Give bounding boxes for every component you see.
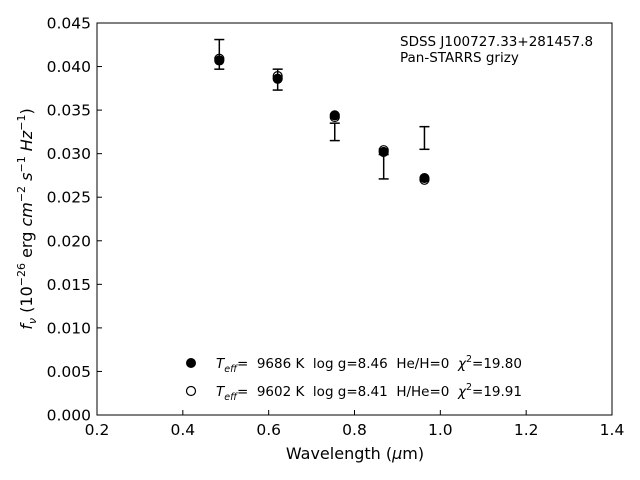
legend-marker-filled <box>186 358 196 368</box>
y-tick-label: 0.030 <box>47 145 91 163</box>
legend-label-2: Teff= 9602 K log g=8.41 H/He=0 χ2=19.91 <box>216 382 522 403</box>
model-point-open <box>214 53 225 64</box>
y-tick-label: 0.040 <box>47 58 91 76</box>
x-tick-label: 1.4 <box>600 421 625 439</box>
legend-label-1: Teff= 9686 K log g=8.46 He/H=0 χ2=19.80 <box>216 354 522 375</box>
y-tick-label: 0.005 <box>47 363 91 381</box>
model-point-open <box>419 174 430 185</box>
y-tick-label: 0.035 <box>47 102 91 120</box>
model-markers <box>214 53 430 185</box>
legend-marker-open <box>185 385 197 397</box>
plot-area <box>96 22 613 416</box>
y-tick-label: 0.000 <box>47 407 91 425</box>
model-point-open <box>378 145 389 156</box>
x-tick-label: 0.8 <box>342 421 367 439</box>
x-axis-title: Wavelength (μm) <box>286 444 424 463</box>
x-tick-label: 0.2 <box>85 421 110 439</box>
y-tick-label: 0.010 <box>47 319 91 337</box>
y-tick-label: 0.015 <box>47 276 91 294</box>
annotation-line-1: SDSS J100727.33+281457.8 <box>400 34 593 50</box>
x-tick-label: 0.6 <box>256 421 281 439</box>
x-axis-ticks: 0.2 0.4 0.6 0.8 1.0 1.2 1.4 <box>85 410 625 439</box>
model-point-open <box>272 71 283 82</box>
x-tick-label: 1.0 <box>428 421 453 439</box>
error-bar <box>329 122 340 142</box>
annotation-line-2: Pan-STARRS grizy <box>400 50 519 66</box>
y-tick-label: 0.020 <box>47 232 91 250</box>
x-tick-label: 0.4 <box>171 421 196 439</box>
y-axis-title: fν (10−26 erg cm−2 s−1 Hz−1) <box>15 108 39 329</box>
model-point-open <box>329 111 340 123</box>
error-bar <box>419 125 430 151</box>
y-axis-ticks: 0.000 0.005 0.010 0.015 0.020 0.025 0.030 0.035… <box>47 15 102 425</box>
y-tick-label: 0.045 <box>47 15 91 33</box>
legend: Teff= 9686 K log g=8.46 He/H=0 χ2=19.80 … <box>185 354 522 403</box>
x-tick-label: 1.2 <box>514 421 539 439</box>
y-tick-label: 0.025 <box>47 189 91 207</box>
model-point-filled <box>272 73 283 84</box>
